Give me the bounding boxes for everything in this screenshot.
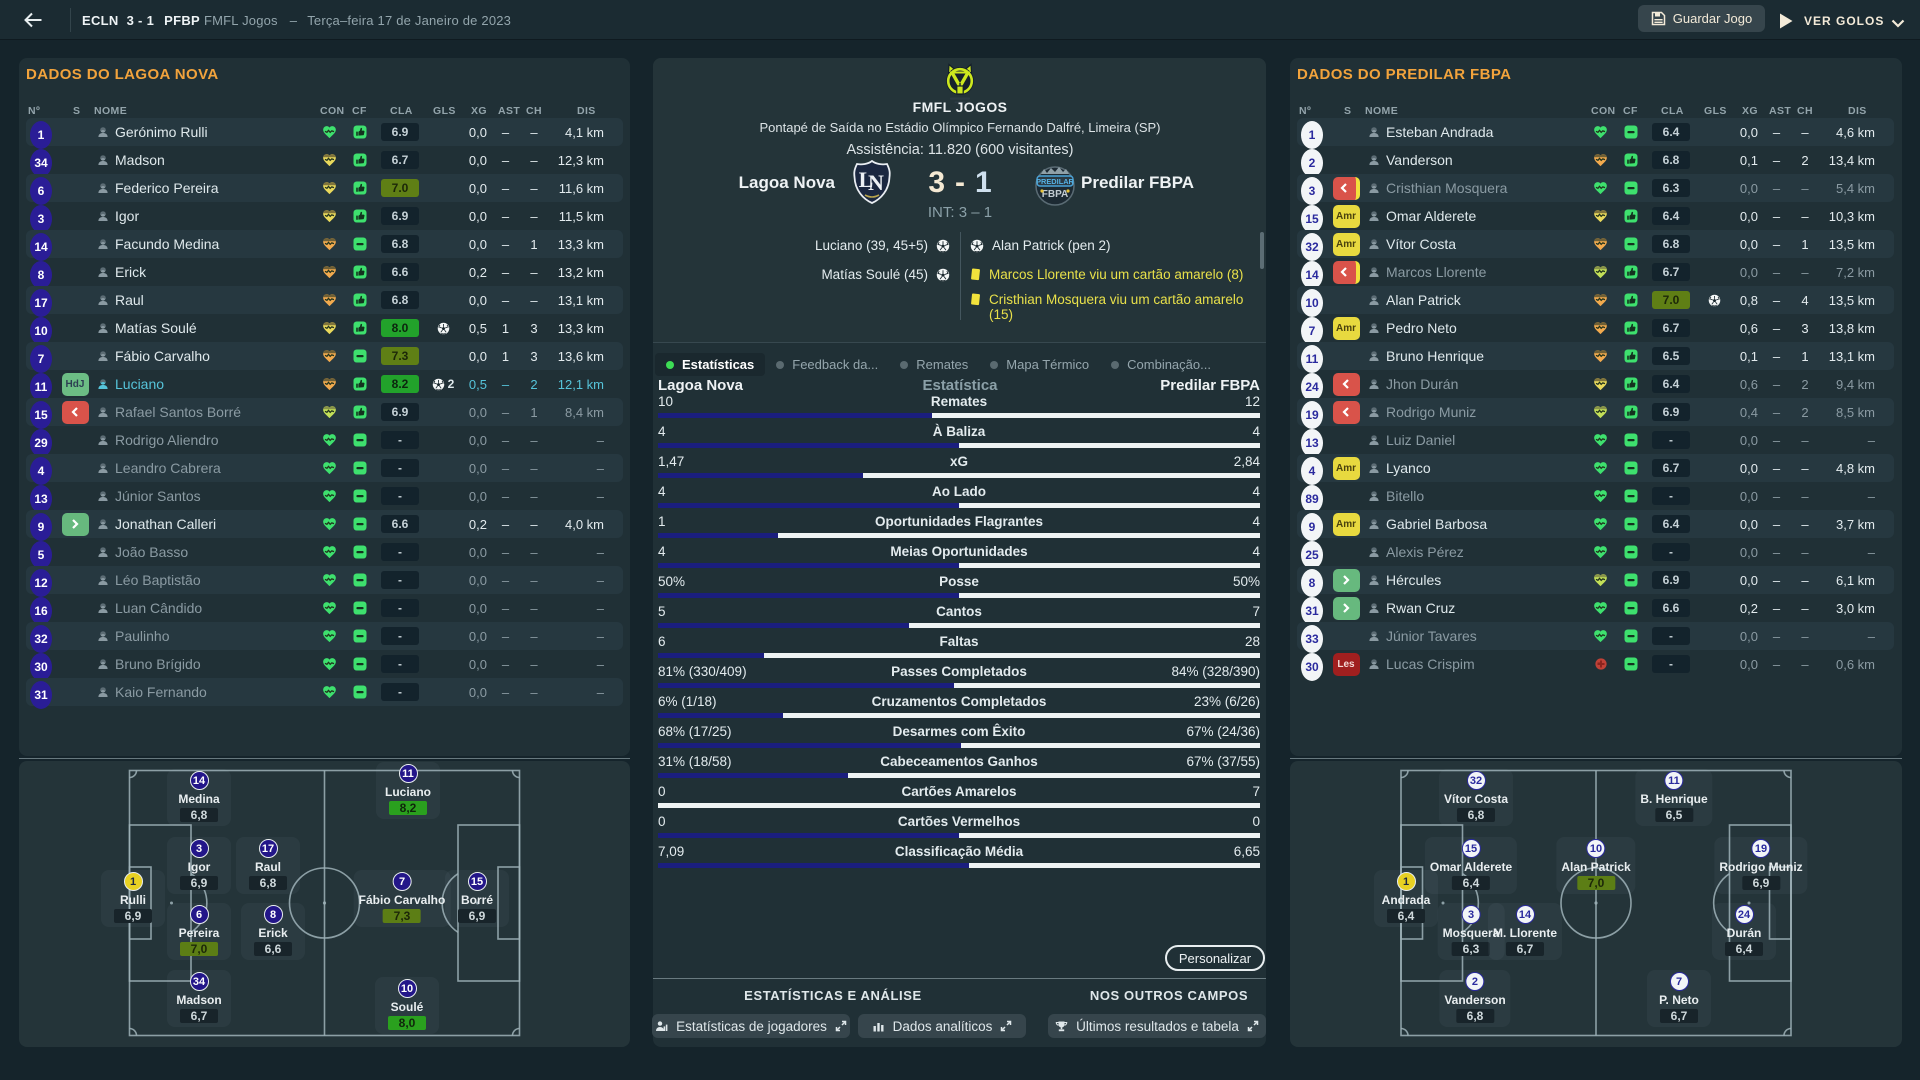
svg-text:PREDILAR: PREDILAR [1036,177,1074,186]
svg-text:N: N [868,170,884,195]
svg-text:FBPA: FBPA [1042,189,1068,200]
svg-text:L: L [859,167,874,192]
